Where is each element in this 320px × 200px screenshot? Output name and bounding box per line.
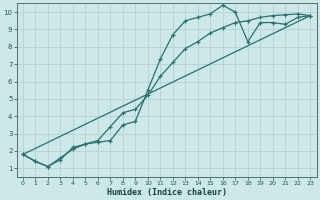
X-axis label: Humidex (Indice chaleur): Humidex (Indice chaleur) [107, 188, 227, 197]
